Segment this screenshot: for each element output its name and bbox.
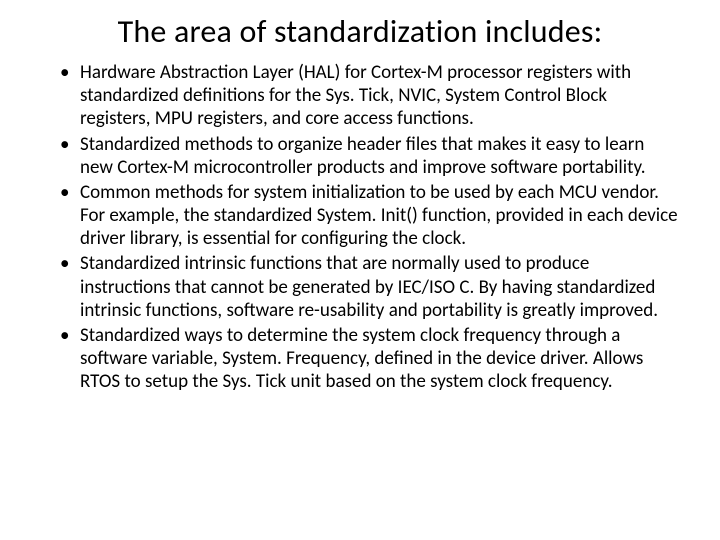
list-item: Standardized intrinsic functions that ar… <box>60 252 680 322</box>
bullet-list: Hardware Abstraction Layer (HAL) for Cor… <box>30 61 690 393</box>
list-item: Common methods for system initialization… <box>60 181 680 251</box>
list-item: Standardized ways to determine the syste… <box>60 324 680 394</box>
list-item: Hardware Abstraction Layer (HAL) for Cor… <box>60 61 680 131</box>
slide-container: The area of standardization includes: Ha… <box>0 0 720 540</box>
slide-title: The area of standardization includes: <box>30 12 690 51</box>
list-item: Standardized methods to organize header … <box>60 133 680 179</box>
